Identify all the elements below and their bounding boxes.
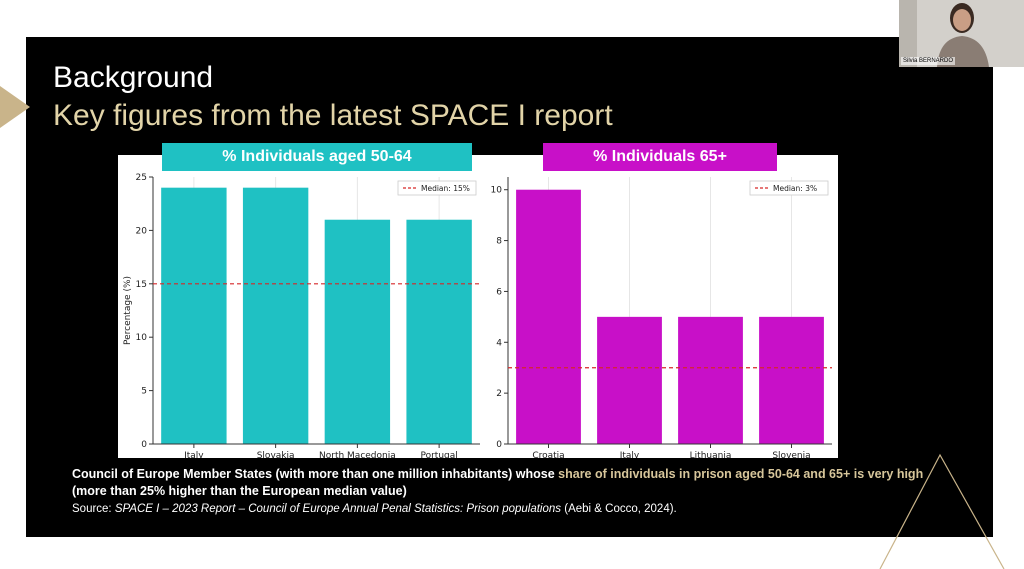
x-tick-label: Lithuania <box>690 451 732 458</box>
legend-label: Median: 3% <box>773 184 817 193</box>
y-tick-label: 6 <box>496 287 502 297</box>
caption: Council of Europe Member States (with mo… <box>72 466 942 500</box>
webcam-thumbnail: Silvia BERNARDO <box>899 0 1024 67</box>
x-tick-label: Croatia <box>532 451 564 458</box>
x-tick-label: Slovenia <box>772 451 810 458</box>
bar-slovenia <box>759 316 824 444</box>
legend-box <box>397 180 477 196</box>
x-tick-label: Portugal <box>420 451 457 458</box>
x-tick-label: North Macedonia <box>319 451 396 458</box>
decorative-triangle <box>879 453 1005 569</box>
legend-box <box>749 180 829 196</box>
y-tick-label: 10 <box>491 186 503 196</box>
bar-lithuania <box>678 316 743 444</box>
y-tick-label: 2 <box>496 389 502 399</box>
y-tick-label: 0 <box>141 440 147 450</box>
y-tick-label: 10 <box>136 333 148 343</box>
bar-north-macedonia <box>324 219 391 444</box>
x-tick-label: Italy <box>184 451 204 458</box>
bar-italy <box>161 187 227 444</box>
caption-part1: Council of Europe Member States (with mo… <box>72 467 559 481</box>
caption-part2: (more than 25% higher than the European … <box>72 484 407 498</box>
chart-title-50-64: % Individuals aged 50-64 <box>162 143 472 171</box>
y-tick-label: 20 <box>136 226 148 236</box>
chart-age-65-plus: 0 2 4 6 8 10 Croatia Italy Lithuania Slovenia Medi… <box>491 177 832 458</box>
bar-slovakia <box>242 187 309 444</box>
y-axis-label: Percentage (%) <box>123 276 133 345</box>
x-tick-label: Slovakia <box>257 451 295 458</box>
y-tick-label: 25 <box>136 173 147 183</box>
y-tick-label: 0 <box>496 440 502 450</box>
slide-subtitle: Key figures from the latest SPACE I repo… <box>53 99 613 132</box>
y-tick-label: 5 <box>141 387 147 397</box>
bar-italy <box>597 316 662 444</box>
y-tick-label: 8 <box>496 237 502 247</box>
y-tick-label: 15 <box>136 280 147 290</box>
source-line: Source: SPACE I – 2023 Report – Council … <box>72 502 677 517</box>
chart-title-65-plus: % Individuals 65+ <box>543 143 777 171</box>
legend-label: Median: 15% <box>421 184 470 193</box>
slide-title: Background <box>53 61 214 94</box>
caption-highlight: share of individuals in prison aged 50-6… <box>558 467 924 481</box>
source-suffix: (Aebi & Cocco, 2024). <box>561 503 677 515</box>
bar-croatia <box>516 189 581 444</box>
x-tick-label: Italy <box>620 451 640 458</box>
y-tick-label: 4 <box>496 338 502 348</box>
webcam-participant-name: Silvia BERNARDO <box>901 57 956 65</box>
chart-age-50-64: 0 5 10 15 20 25 Italy Slovakia North Macedonia Po… <box>123 173 480 458</box>
bar-portugal <box>406 219 472 444</box>
play-arrow-icon <box>0 86 30 128</box>
source-prefix: Source: <box>72 503 115 515</box>
source-title: SPACE I – 2023 Report – Council of Europ… <box>114 503 562 515</box>
